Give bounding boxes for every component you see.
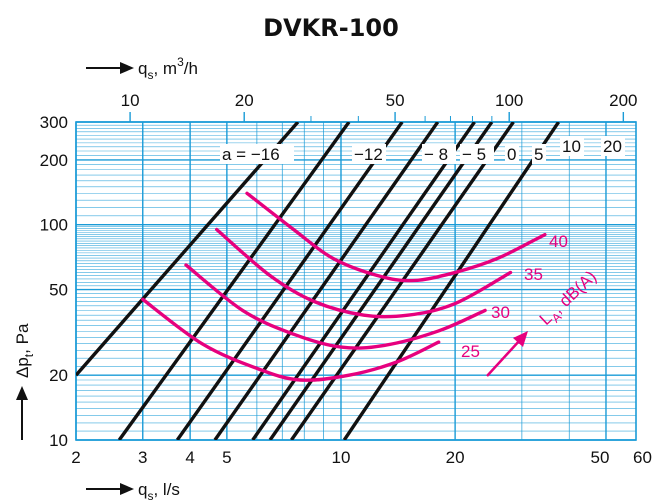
bottom-axis-label: qs, l/s [138, 480, 180, 503]
sound-curve [245, 191, 547, 283]
bottom-axis-arrow-head [120, 483, 134, 495]
damper-label-bg [422, 144, 456, 164]
damper-line [213, 122, 440, 440]
y-axis-title: Δpt, Pa [13, 323, 36, 440]
damper-line [342, 122, 561, 440]
damper-line [268, 122, 494, 440]
damper-line [76, 122, 300, 377]
bottom-tick-label: 3 [138, 448, 147, 467]
grid-layer [75, 112, 637, 441]
top-tick-label: 20 [235, 91, 254, 110]
y-axis-label: Δpt, Pa [13, 323, 36, 378]
damper-label-bg [505, 144, 519, 164]
plot-frame [75, 121, 637, 441]
sound-curve-label: 35 [524, 265, 543, 284]
bottom-tick-label: 10 [332, 448, 351, 467]
damper-label-bg [460, 144, 494, 164]
top-tick-label: 200 [609, 91, 637, 110]
sound-curve [184, 263, 487, 350]
damper-label: −12 [354, 145, 383, 164]
sound-curves-layer [141, 191, 547, 382]
y-axis-arrow-head [16, 386, 28, 400]
top-axis-label: qs, m3/h [138, 55, 198, 82]
damper-label: − 5 [462, 145, 486, 164]
top-tick-label: 100 [495, 91, 523, 110]
damper-line [251, 122, 476, 440]
top-axis-arrow-head [120, 62, 134, 74]
damper-label-bg [532, 144, 546, 164]
sound-curve-label: 40 [549, 232, 568, 251]
y-tick-label: 20 [49, 366, 68, 385]
damper-label: 10 [562, 137, 581, 156]
bottom-tick-label: 20 [446, 448, 465, 467]
y-tick-label: 10 [49, 431, 68, 450]
y-tick-label: 50 [49, 281, 68, 300]
damper-label: 0 [507, 145, 516, 164]
damper-label: 20 [603, 137, 622, 156]
damper-label: − 8 [424, 145, 448, 164]
damper-label: 5 [534, 145, 543, 164]
bottom-axis-title: qs, l/s [86, 480, 180, 503]
sound-legend-arrow-head [513, 331, 528, 347]
chart-title: DVKR-100 [263, 14, 399, 42]
sound-curve [215, 227, 513, 319]
y-tick-label: 200 [40, 151, 68, 170]
damper-label-bg [560, 136, 584, 156]
sound-curve [141, 297, 441, 382]
bottom-tick-label: 4 [185, 448, 194, 467]
top-axis-title: qs, m3/h [86, 55, 198, 82]
bottom-tick-label: 5 [222, 448, 231, 467]
bottom-tick-label: 2 [71, 448, 80, 467]
sound-curve-label: 25 [461, 342, 480, 361]
top-tick-label: 50 [386, 91, 405, 110]
y-tick-label: 300 [40, 113, 68, 132]
sound-legend-arrow-shaft [486, 339, 521, 377]
sound-curve-label: 30 [491, 303, 510, 322]
y-tick-label: 100 [40, 216, 68, 235]
damper-label-bg [220, 144, 294, 164]
damper-line [117, 122, 351, 440]
bottom-tick-label: 50 [591, 448, 610, 467]
damper-label: a = −16 [222, 145, 280, 164]
top-tick-label: 10 [121, 91, 140, 110]
damper-label-bg [601, 136, 625, 156]
damper-line [175, 122, 404, 440]
damper-label-bg [352, 144, 386, 164]
bottom-tick-label: 60 [633, 448, 652, 467]
